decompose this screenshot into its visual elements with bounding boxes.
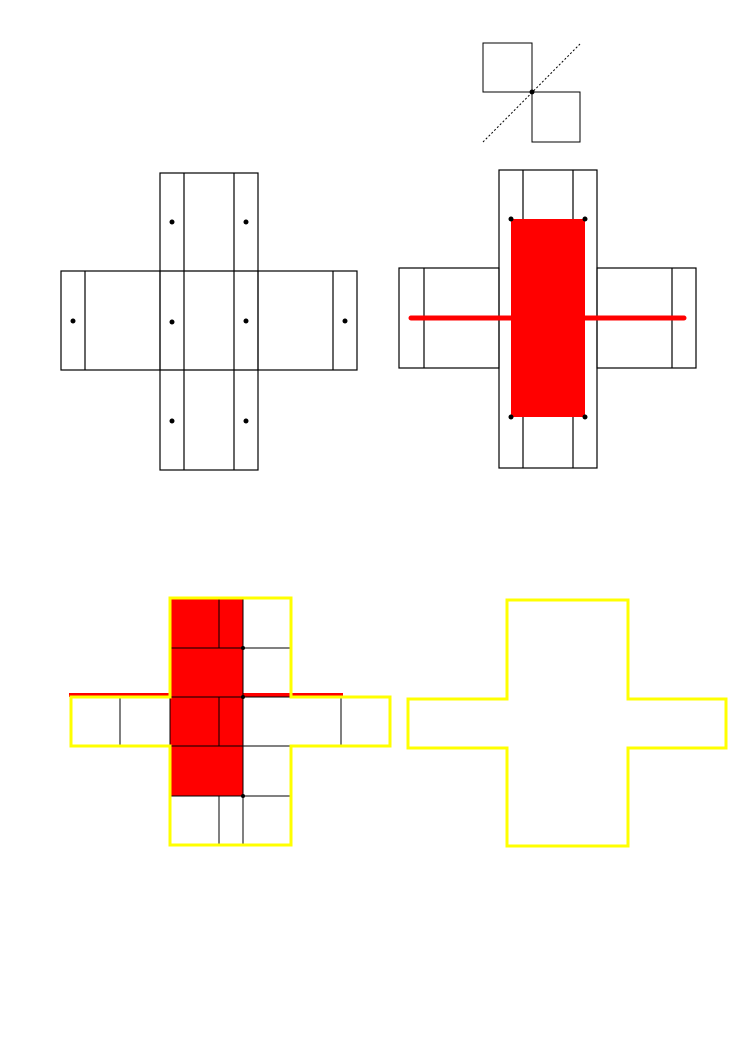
dot	[582, 414, 588, 420]
dot	[243, 418, 249, 424]
dot	[169, 219, 175, 225]
dot	[241, 646, 245, 650]
dot	[70, 318, 76, 324]
hinged-squares-figure	[482, 42, 581, 143]
left-arm	[60, 270, 161, 371]
cross-with-dots-figure	[60, 172, 358, 471]
lower-square	[531, 91, 581, 143]
dot	[508, 216, 514, 222]
upper-square	[482, 42, 533, 93]
red-rectangle	[511, 219, 585, 417]
dot	[169, 418, 175, 424]
dot	[243, 219, 249, 225]
dot	[241, 695, 245, 699]
dot	[241, 794, 245, 798]
yellow-cross-figure	[406, 598, 728, 848]
dot	[243, 318, 249, 324]
right-arm	[257, 270, 358, 371]
dot	[169, 319, 175, 325]
dot	[582, 216, 588, 222]
cross-with-red-rectangle-figure	[398, 169, 697, 469]
dot	[342, 318, 348, 324]
yellow-outline	[406, 598, 728, 848]
yellow-outline	[69, 596, 392, 847]
dot	[508, 414, 514, 420]
vertical-bar	[159, 172, 259, 471]
hinge-dot	[529, 89, 535, 95]
cross-grid-figure	[69, 596, 392, 847]
